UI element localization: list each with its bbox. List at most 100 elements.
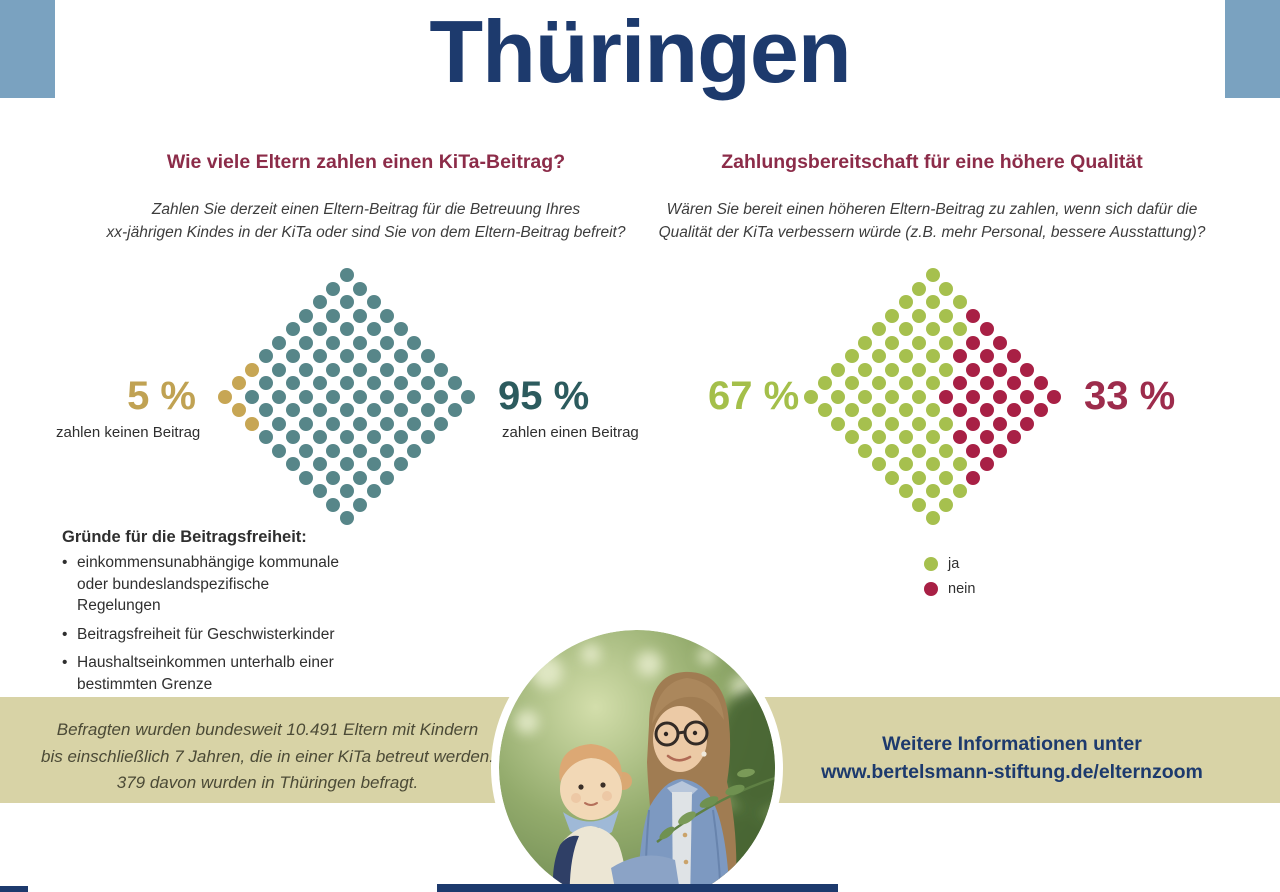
waffle-dot xyxy=(299,362,313,377)
waffle-dot xyxy=(1006,430,1021,444)
waffle-dot xyxy=(912,497,926,512)
waffle-dot xyxy=(885,470,899,485)
waffle-dot xyxy=(339,430,354,444)
waffle-dot xyxy=(393,403,408,417)
waffle-dot xyxy=(831,416,845,431)
waffle-dot xyxy=(952,457,967,471)
waffle-dot xyxy=(939,389,953,404)
waffle-dot xyxy=(939,416,953,431)
survey-note-line1: Befragten wurden bundesweit 10.491 Elter… xyxy=(56,720,479,739)
legend-dot-ja-icon xyxy=(924,557,938,571)
waffle-dot xyxy=(299,308,313,323)
waffle-dot xyxy=(258,430,273,444)
waffle-dot xyxy=(339,376,354,390)
waffle-dot xyxy=(979,457,994,471)
waffle-dot xyxy=(912,335,926,350)
waffle-dot xyxy=(299,443,313,458)
waffle-dot xyxy=(925,376,940,390)
waffle-dot xyxy=(817,376,832,390)
waffle-dot xyxy=(339,322,354,336)
right-chart-question-line2: Qualität der KiTa verbessern würde (z.B.… xyxy=(658,224,1206,241)
right-chart-question: Wären Sie bereit einen höheren Eltern-Be… xyxy=(622,198,1242,244)
waffle-dot xyxy=(366,376,381,390)
left-chart-question-line2: xx-jährigen Kindes in der KiTa oder sind… xyxy=(106,224,626,241)
waffle-dot xyxy=(258,349,273,363)
waffle-dot xyxy=(245,389,259,404)
waffle-dot xyxy=(312,403,327,417)
left-chart-question: Zahlen Sie derzeit einen Eltern-Beitrag … xyxy=(56,198,676,244)
waffle-dot xyxy=(1020,389,1034,404)
waffle-dot xyxy=(339,511,354,525)
waffle-dot xyxy=(245,362,259,377)
waffle-dot xyxy=(1033,403,1048,417)
waffle-dot xyxy=(858,335,872,350)
waffle-dot xyxy=(1006,403,1021,417)
waffle-dot xyxy=(326,281,340,296)
waffle-dot xyxy=(393,457,408,471)
waffle-dot xyxy=(231,403,246,417)
info-note-url: www.bertelsmann-stiftung.de/elternzoom xyxy=(821,760,1203,783)
waffle-dot xyxy=(366,349,381,363)
waffle-dot xyxy=(420,430,435,444)
waffle-dot xyxy=(871,322,886,336)
corner-rect-left xyxy=(0,0,55,98)
legend-label-ja: ja xyxy=(948,556,960,572)
left-chart-heading: Wie viele Eltern zahlen einen KiTa-Beitr… xyxy=(166,151,566,173)
waffle-dot xyxy=(339,403,354,417)
right-chart-question-line1: Wären Sie bereit einen höheren Eltern-Be… xyxy=(666,201,1198,218)
waffle-dot xyxy=(912,362,926,377)
waffle-dot xyxy=(326,470,340,485)
waffle-dot xyxy=(952,403,967,417)
waffle-dot xyxy=(831,362,845,377)
reason-item: einkommensunabhängige kommunale oder bun… xyxy=(62,552,352,617)
waffle-dot xyxy=(353,389,367,404)
waffle-dot xyxy=(898,484,913,498)
waffle-dot xyxy=(353,416,367,431)
waffle-dot xyxy=(898,295,913,309)
waffle-dot xyxy=(407,389,421,404)
waffle-dot xyxy=(326,443,340,458)
pct-keinen-beitrag-label: zahlen keinen Beitrag xyxy=(56,424,201,441)
waffle-dot xyxy=(461,389,475,404)
waffle-dot xyxy=(272,443,286,458)
legend: ja nein xyxy=(924,556,975,606)
waffle-dot xyxy=(912,443,926,458)
reason-item: Haushaltseinkommen unterhalb einer besti… xyxy=(62,652,352,695)
pct-nein: 33 % xyxy=(1084,374,1176,418)
waffle-dot xyxy=(1006,376,1021,390)
waffle-dot xyxy=(925,322,940,336)
waffle-dot xyxy=(299,335,313,350)
waffle-dot xyxy=(353,470,367,485)
waffle-dot xyxy=(993,389,1007,404)
legend-label-nein: nein xyxy=(948,581,976,597)
waffle-dot xyxy=(353,281,367,296)
waffle-dot xyxy=(939,335,953,350)
waffle-dot xyxy=(299,416,313,431)
waffle-dot xyxy=(993,335,1007,350)
reasons-heading: Gründe für die Beitragsfreiheit: xyxy=(62,528,307,546)
waffle-dot xyxy=(871,430,886,444)
waffle-dot xyxy=(285,349,300,363)
waffle-dot xyxy=(871,349,886,363)
waffle-dot xyxy=(380,416,394,431)
waffle-dot xyxy=(420,376,435,390)
page-title: Thüringen xyxy=(429,2,851,101)
waffle-dot xyxy=(312,322,327,336)
waffle-dot xyxy=(1006,349,1021,363)
waffle-dot xyxy=(339,295,354,309)
legend-row-nein: nein xyxy=(924,581,975,597)
waffle-dot xyxy=(993,443,1007,458)
waffle-chart-beitrag xyxy=(218,268,475,525)
waffle-dot xyxy=(272,389,286,404)
waffle-dot xyxy=(312,457,327,471)
waffle-dot xyxy=(966,335,980,350)
waffle-dot xyxy=(871,457,886,471)
info-note: Weitere Informationen unter www.bertelsm… xyxy=(792,731,1232,786)
waffle-dot xyxy=(245,416,259,431)
waffle-dot xyxy=(979,403,994,417)
photo-mother-child xyxy=(491,622,783,892)
waffle-dot xyxy=(1047,389,1061,404)
waffle-dot xyxy=(885,389,899,404)
waffle-dot xyxy=(312,349,327,363)
